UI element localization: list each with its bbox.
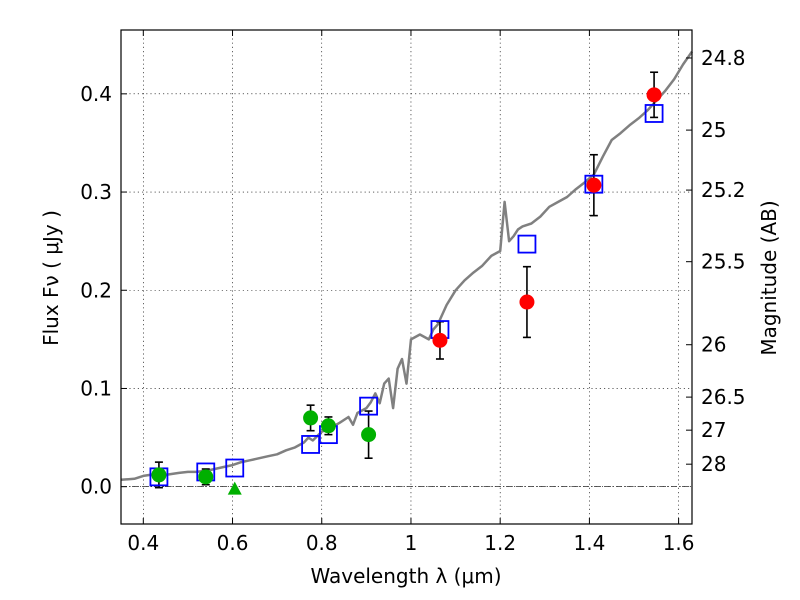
right-tick-label: 26 bbox=[701, 333, 726, 357]
green-data-point bbox=[303, 410, 319, 426]
axis-ticks: 0.4 0.6 0.8 1 1.2 1.4 1.6 0.0 0.1 0.2 0.3 0.4 24.8 25… bbox=[80, 30, 746, 555]
right-tick-label: 27 bbox=[701, 418, 726, 442]
right-tick-label: 25.5 bbox=[701, 250, 746, 274]
x-tick-label: 0.8 bbox=[306, 531, 338, 555]
model-photometry-square bbox=[644, 104, 664, 123]
model-photometry-square bbox=[359, 396, 378, 416]
green-data-point bbox=[198, 469, 214, 485]
right-tick-label: 25.2 bbox=[701, 178, 746, 202]
right-axis-title: Magnitude (AB) bbox=[757, 200, 781, 355]
right-tick-label: 26.5 bbox=[701, 385, 746, 409]
x-tick-label: 1.6 bbox=[663, 531, 695, 555]
model-photometry-square bbox=[517, 234, 537, 254]
model-photometry-square bbox=[584, 174, 604, 194]
red-data-point bbox=[519, 294, 535, 310]
y-tick-label: 0.1 bbox=[80, 376, 112, 400]
green-data-point bbox=[320, 418, 336, 434]
model-spectrum-line bbox=[120, 50, 694, 482]
x-tick-label: 0.6 bbox=[217, 531, 249, 555]
x-axis-title: Wavelength λ (μm) bbox=[310, 564, 501, 588]
model-photometry-square bbox=[301, 435, 320, 454]
right-tick-label: 28 bbox=[701, 452, 726, 476]
y-axis-title: Flux Fν ( μJy ) bbox=[39, 210, 63, 346]
right-tick-label: 24.8 bbox=[701, 46, 746, 70]
y-tick-label: 0.2 bbox=[80, 278, 112, 302]
x-tick-label: 1 bbox=[405, 531, 418, 555]
model-spectrum bbox=[120, 50, 694, 482]
y-tick-label: 0.0 bbox=[80, 475, 112, 499]
model-photometry-square bbox=[225, 458, 245, 478]
red-data-point bbox=[432, 332, 448, 348]
x-tick-label: 1.2 bbox=[484, 531, 516, 555]
green-upper-limit-triangle bbox=[227, 481, 242, 495]
plot-frame bbox=[120, 29, 693, 525]
x-tick-label: 1.4 bbox=[573, 531, 605, 555]
green-data-point bbox=[361, 427, 377, 443]
gridlines bbox=[121, 30, 692, 524]
y-tick-label: 0.4 bbox=[80, 82, 112, 106]
y-tick-label: 0.3 bbox=[80, 180, 112, 204]
plot-border bbox=[120, 29, 693, 525]
green-data-point bbox=[151, 467, 167, 483]
x-tick-label: 0.4 bbox=[127, 531, 159, 555]
data-points bbox=[149, 71, 664, 495]
red-data-point bbox=[586, 177, 602, 193]
red-data-point bbox=[646, 87, 662, 103]
right-tick-label: 25 bbox=[701, 118, 726, 142]
